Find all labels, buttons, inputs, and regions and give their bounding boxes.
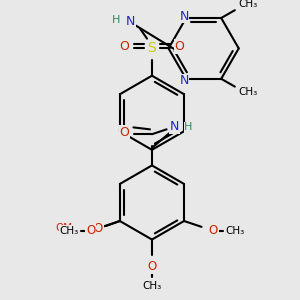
Text: N: N <box>179 74 189 87</box>
Text: OMe: OMe <box>56 223 79 233</box>
Text: N: N <box>179 10 189 22</box>
Text: O: O <box>120 40 130 53</box>
Text: O: O <box>120 126 130 139</box>
Text: S: S <box>148 41 156 56</box>
Text: H: H <box>184 122 193 132</box>
Text: CH₃: CH₃ <box>59 226 79 236</box>
Text: N: N <box>170 120 179 133</box>
Text: CH₃: CH₃ <box>239 0 258 9</box>
Text: O: O <box>174 40 184 53</box>
Text: N: N <box>126 15 135 28</box>
Text: O: O <box>94 222 103 235</box>
Text: O: O <box>86 224 95 237</box>
Text: H: H <box>112 15 121 25</box>
Text: CH₃: CH₃ <box>142 281 162 291</box>
Text: O: O <box>209 224 218 237</box>
Text: CH₃: CH₃ <box>225 226 244 236</box>
Text: O: O <box>147 260 157 273</box>
Text: CH₃: CH₃ <box>239 88 258 98</box>
